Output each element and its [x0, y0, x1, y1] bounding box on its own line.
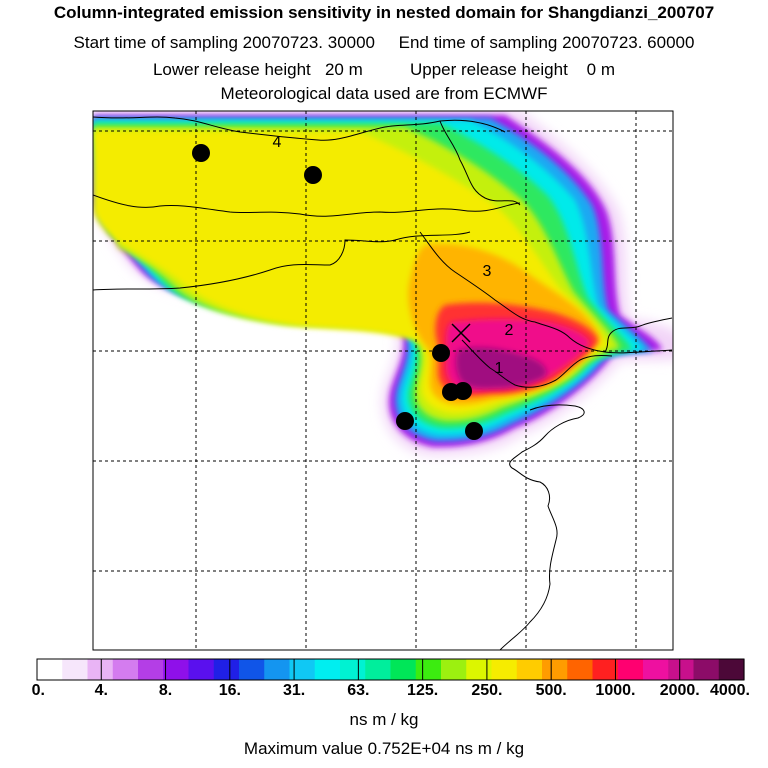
cluster-dot [454, 382, 472, 400]
colorbar-tick-label: 500. [535, 682, 567, 699]
colorbar-segment [289, 659, 316, 680]
colorbar-tick-label: 2000. [659, 682, 700, 699]
release-height-line: Lower release height 20 m Upper release … [152, 60, 616, 79]
colorbar-tick-label: 250. [471, 682, 503, 699]
colorbar-segment [390, 659, 417, 680]
colorbar-tick-label: 63. [347, 682, 370, 699]
colorbar-tick-label: 4. [94, 682, 108, 699]
colorbar-segment [491, 659, 518, 680]
colorbar [37, 659, 745, 680]
colorbar-segment [163, 659, 190, 680]
contour-label: 1 [495, 360, 504, 377]
colorbar-segment [138, 659, 164, 680]
colorbar-segment [516, 659, 543, 680]
meteorological-data-line: Meteorological data used are from ECMWF [220, 84, 548, 103]
cluster-dot [396, 412, 414, 430]
colorbar-segment [668, 659, 695, 680]
colorbar-segment [87, 659, 114, 680]
colorbar-segment [112, 659, 139, 680]
cluster-dot [432, 344, 450, 362]
colorbar-segment [314, 659, 341, 680]
colorbar-tick-label: 125. [407, 682, 439, 699]
sampling-time-line: Start time of sampling 20070723. 30000 E… [73, 33, 695, 52]
colorbar-segment [213, 659, 240, 680]
colorbar-segment [340, 659, 366, 680]
colorbar-unit-label: ns m / kg [349, 710, 419, 729]
colorbar-segment [37, 659, 63, 680]
maximum-value-label: Maximum value 0.752E+04 ns m / kg [243, 739, 525, 758]
colorbar-segment [693, 659, 720, 680]
colorbar-ticks [36, 659, 745, 680]
colorbar-segment [617, 659, 644, 680]
colorbar-segment [365, 659, 392, 680]
colorbar-tick-label: 8. [158, 682, 173, 699]
colorbar-tick-label: 31. [282, 682, 306, 699]
colorbar-segment [441, 659, 467, 680]
contour-label: 3 [483, 263, 492, 280]
lat-lon-grid [93, 111, 673, 650]
cluster-dots [192, 144, 483, 440]
colorbar-segment [62, 659, 89, 680]
colorbar-tick-label: 1000. [595, 682, 636, 699]
colorbar-segment [466, 659, 493, 680]
coastline-borders [93, 116, 673, 650]
cluster-dot [304, 166, 322, 184]
colorbar-segment [718, 659, 745, 680]
colorbar-segment [592, 659, 619, 680]
colorbar-segment [415, 659, 442, 680]
cluster-dot [465, 422, 483, 440]
colorbar-segment [264, 659, 291, 680]
contour-label: 4 [273, 134, 282, 151]
colorbar-segment [643, 659, 669, 680]
colorbar-tick-label: 4000. [709, 682, 751, 699]
map-frame [92, 110, 674, 651]
colorbar-tick-label: 16. [218, 682, 241, 699]
colorbar-segment [188, 659, 215, 680]
colorbar-segment [239, 659, 265, 680]
colorbar-segment [542, 659, 568, 680]
receptor-marker-x [451, 323, 471, 343]
colorbar-tick-label: 0. [31, 682, 46, 699]
cluster-dot [192, 144, 210, 162]
chart-title: Column-integrated emission sensitivity i… [53, 3, 715, 22]
colorbar-segment [567, 659, 594, 680]
contour-label: 2 [505, 322, 514, 339]
